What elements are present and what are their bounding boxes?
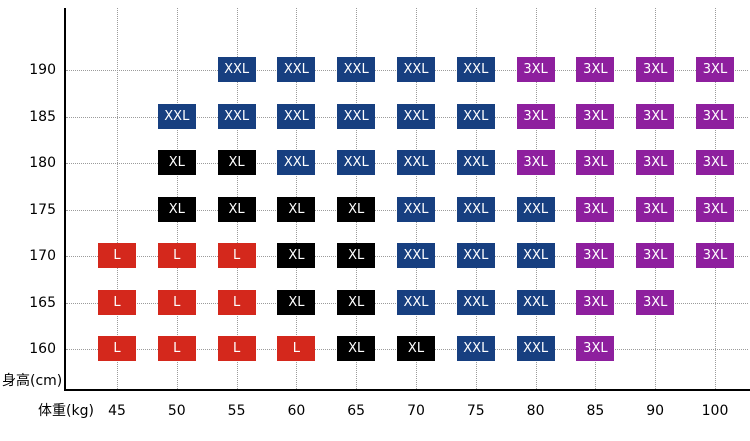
x-tick-label: 90	[646, 403, 665, 419]
x-axis-line	[64, 389, 750, 391]
x-tick-label: 75	[466, 403, 485, 419]
size-cell-l: L	[157, 289, 196, 315]
size-cell-xl: XL	[157, 196, 196, 222]
size-cell-3xl: 3XL	[696, 103, 734, 129]
size-cell-xl: XL	[217, 150, 256, 175]
y-tick-label: 185	[29, 108, 56, 125]
x-tick-label: 60	[287, 403, 306, 419]
size-cell-xxl: XXL	[397, 150, 435, 175]
x-tick-label: 50	[167, 403, 186, 419]
size-cell-l: L	[217, 243, 256, 268]
size-cell-xl: XL	[337, 289, 376, 315]
size-cell-xl: XL	[277, 196, 316, 222]
size-cell-3xl: 3XL	[576, 289, 615, 315]
x-tick-label: 55	[227, 403, 246, 419]
x-tick-label: 65	[347, 403, 366, 419]
y-tick-label: 180	[29, 155, 56, 171]
size-cell-xxl: XXL	[516, 243, 555, 268]
size-cell-xxl: XXL	[337, 57, 376, 82]
size-cell-xl: XL	[157, 150, 196, 175]
size-cell-3xl: 3XL	[576, 243, 615, 268]
y-tick-label: 160	[29, 341, 56, 357]
size-cell-3xl: 3XL	[636, 289, 675, 315]
size-cell-xxl: XXL	[397, 243, 435, 268]
size-cell-xxl: XXL	[516, 336, 555, 361]
size-cell-3xl: 3XL	[636, 57, 675, 82]
size-cell-3xl: 3XL	[696, 243, 734, 268]
size-cell-3xl: 3XL	[576, 57, 615, 82]
size-cell-3xl: 3XL	[696, 150, 734, 175]
size-cell-l: L	[157, 336, 196, 361]
size-cell-3xl: 3XL	[636, 150, 675, 175]
size-cell-3xl: 3XL	[636, 196, 675, 222]
size-cell-l: L	[157, 243, 196, 268]
size-cell-xl: XL	[337, 336, 376, 361]
size-cell-xxl: XXL	[456, 196, 495, 222]
gridline-vertical	[117, 8, 118, 389]
size-cell-3xl: 3XL	[636, 243, 675, 268]
x-tick-label: 100	[701, 403, 729, 419]
size-cell-xxl: XXL	[277, 150, 316, 175]
size-cell-xxl: XXL	[397, 57, 435, 82]
size-cell-xxl: XXL	[277, 57, 316, 82]
y-axis-title: 身高(cm)	[2, 373, 63, 389]
x-tick-label: 80	[526, 403, 545, 419]
y-tick-label: 165	[29, 294, 56, 311]
size-cell-xxl: XXL	[456, 57, 495, 82]
size-cell-l: L	[98, 243, 136, 268]
x-tick-label: 85	[586, 403, 605, 419]
size-cell-l: L	[217, 336, 256, 361]
size-cell-l: L	[98, 336, 136, 361]
size-cell-xxl: XXL	[456, 243, 495, 268]
size-cell-xxl: XXL	[516, 289, 555, 315]
size-cell-xxl: XXL	[516, 196, 555, 222]
size-cell-xxl: XXL	[157, 103, 196, 129]
size-cell-xxl: XXL	[456, 336, 495, 361]
size-cell-xxl: XXL	[217, 57, 256, 82]
size-cell-xxl: XXL	[337, 150, 376, 175]
size-cell-3xl: 3XL	[576, 196, 615, 222]
size-cell-xl: XL	[337, 196, 376, 222]
size-cell-xxl: XXL	[277, 103, 316, 129]
size-cell-xl: XL	[277, 243, 316, 268]
size-cell-xxl: XXL	[397, 289, 435, 315]
size-cell-xxl: XXL	[397, 103, 435, 129]
y-tick-label: 170	[29, 248, 56, 264]
size-cell-3xl: 3XL	[636, 103, 675, 129]
size-cell-xxl: XXL	[456, 103, 495, 129]
size-cell-xl: XL	[397, 336, 435, 361]
size-cell-3xl: 3XL	[576, 336, 615, 361]
size-cell-xxl: XXL	[397, 196, 435, 222]
size-cell-xxl: XXL	[217, 103, 256, 129]
y-axis-line	[64, 8, 66, 391]
size-cell-l: L	[277, 336, 316, 361]
size-cell-xl: XL	[217, 196, 256, 222]
size-cell-xxl: XXL	[456, 150, 495, 175]
size-cell-3xl: 3XL	[516, 103, 555, 129]
size-cell-xxl: XXL	[337, 103, 376, 129]
size-cell-3xl: 3XL	[696, 196, 734, 222]
size-cell-xl: XL	[277, 289, 316, 315]
size-cell-l: L	[217, 289, 256, 315]
y-tick-label: 190	[29, 62, 56, 78]
size-cell-xxl: XXL	[456, 289, 495, 315]
size-cell-l: L	[98, 289, 136, 315]
y-tick-label: 175	[29, 201, 56, 218]
x-tick-label: 45	[108, 403, 126, 419]
size-cell-3xl: 3XL	[576, 150, 615, 175]
size-cell-3xl: 3XL	[516, 150, 555, 175]
size-cell-3xl: 3XL	[576, 103, 615, 129]
x-tick-label: 70	[407, 403, 425, 419]
size-cell-3xl: 3XL	[696, 57, 734, 82]
x-axis-title: 体重(kg)	[38, 403, 94, 419]
size-cell-3xl: 3XL	[516, 57, 555, 82]
size-cell-xl: XL	[337, 243, 376, 268]
